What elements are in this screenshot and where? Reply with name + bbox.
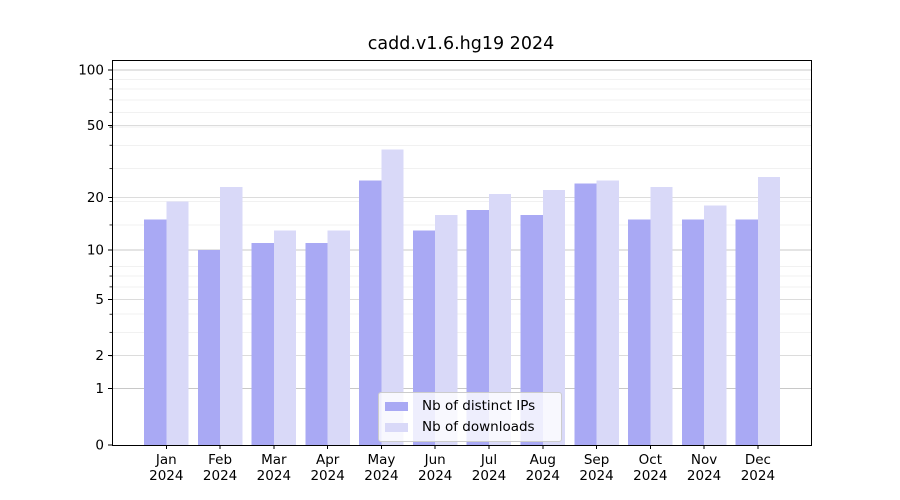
bar-downloads-sep	[596, 180, 619, 445]
bar-ips-jun	[412, 230, 436, 445]
bar-ips-jan	[144, 219, 167, 445]
x-tick-label-jan: Jan 2024	[149, 452, 183, 484]
plot-frame	[112, 60, 812, 446]
y-tick-label-20: 20	[87, 190, 104, 206]
x-tick-label-jun: Jun 2024	[418, 452, 452, 484]
legend-label-downloads: Nb of downloads	[422, 419, 535, 435]
bar-downloads-mar	[273, 230, 297, 445]
x-tick-label-aug: Aug 2024	[526, 452, 560, 484]
x-tick-label-jul: Jul 2024	[472, 452, 506, 484]
bar-downloads-dec	[757, 177, 781, 445]
y-tick-label-1: 1	[95, 381, 104, 397]
x-tick-label-nov: Nov 2024	[687, 452, 721, 484]
bar-ips-aug	[520, 214, 543, 445]
legend-label-distinct-ips: Nb of distinct IPs	[422, 398, 536, 414]
bar-downloads-jun	[435, 214, 458, 445]
bar-downloads-aug	[542, 190, 566, 445]
bar-downloads-jan	[166, 201, 189, 445]
bar-downloads-nov	[704, 205, 727, 445]
legend-swatch-downloads-icon	[385, 422, 408, 432]
y-tick-label-5: 5	[95, 292, 104, 308]
chart-title: cadd.v1.6.hg19 2024	[367, 34, 555, 54]
bar-ips-sep	[574, 183, 597, 445]
y-tick-label-50: 50	[87, 118, 104, 134]
x-tick-label-feb: Feb 2024	[203, 452, 237, 484]
bar-ips-feb	[197, 250, 221, 445]
legend: Nb of distinct IPs Nb of downloads	[378, 392, 562, 442]
bar-ips-oct	[628, 219, 651, 445]
bar-downloads-oct	[650, 186, 673, 445]
x-tick-label-apr: Apr 2024	[310, 452, 344, 484]
bar-ips-jul	[466, 210, 489, 445]
bar-ips-may	[359, 180, 382, 445]
legend-item-distinct-ips: Nb of distinct IPs	[385, 398, 553, 414]
y-tick-label-2: 2	[95, 348, 104, 364]
x-tick-label-oct: Oct 2024	[633, 452, 667, 484]
x-tick-label-dec: Dec 2024	[741, 452, 775, 484]
y-tick-label-100: 100	[78, 62, 104, 78]
bar-downloads-feb	[220, 186, 243, 445]
y-tick-label-0: 0	[95, 438, 104, 454]
bar-downloads-jul	[488, 193, 512, 445]
bar-downloads-apr	[327, 230, 350, 445]
x-tick-label-mar: Mar 2024	[257, 452, 291, 484]
bar-downloads-may	[381, 149, 404, 445]
bar-ips-mar	[251, 243, 274, 445]
legend-item-downloads: Nb of downloads	[385, 419, 553, 435]
bar-ips-apr	[305, 243, 328, 445]
bar-ips-nov	[681, 219, 705, 445]
y-tick-label-10: 10	[87, 243, 104, 259]
x-tick-label-may: May 2024	[364, 452, 398, 484]
x-tick-label-sep: Sep 2024	[579, 452, 613, 484]
bar-ips-dec	[735, 219, 758, 445]
legend-swatch-distinct-ips-icon	[385, 401, 408, 411]
